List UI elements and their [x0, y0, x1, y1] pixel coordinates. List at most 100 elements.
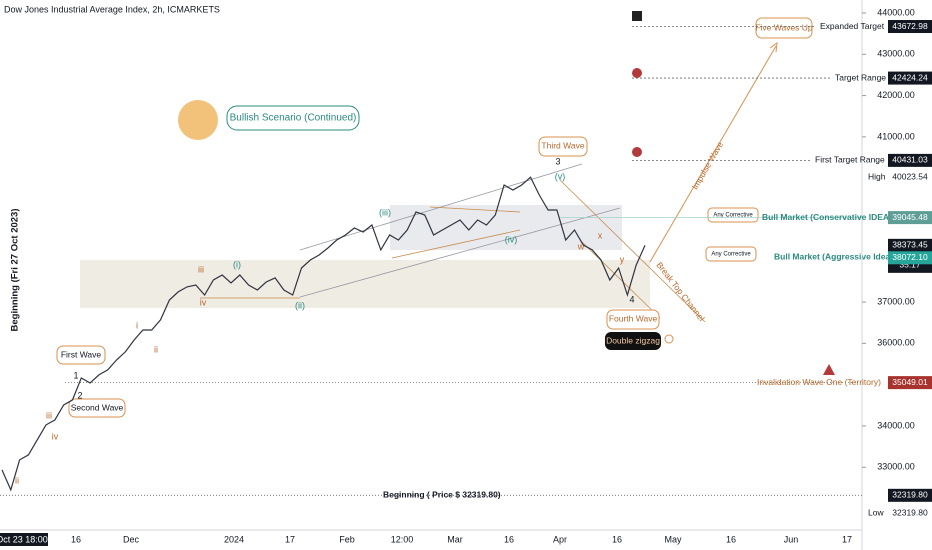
y-tick-label: 41000.00	[877, 131, 915, 141]
wave-label: (v)	[555, 171, 566, 181]
price-label: 32319.80	[892, 490, 928, 500]
wave-label: (iv)	[505, 234, 518, 244]
x-tick-label: 16	[612, 534, 622, 544]
price-label: 38072.10	[892, 252, 928, 262]
x-tick-label: Oct 23 18:00	[0, 534, 48, 544]
wave-label: y	[620, 254, 625, 264]
triangle	[200, 179, 706, 323]
x-tick-label: Dec	[123, 534, 140, 544]
y-tick-label: 43000.00	[877, 49, 915, 59]
box	[707, 207, 759, 223]
wave-label: i	[136, 320, 138, 330]
price-label: 40023.54	[892, 171, 928, 181]
fourth-wave-label: Fourth Wave	[609, 313, 658, 323]
first-wave-label: First Wave	[61, 349, 102, 359]
y-tick-label: 36000.00	[877, 338, 915, 348]
emoji	[178, 100, 218, 140]
price-label: 40431.03	[892, 155, 928, 165]
second-wave-label: Second Wave	[71, 402, 124, 412]
channel	[299, 163, 621, 298]
wave-label: 2	[77, 390, 82, 400]
x-tick-label: 2024	[224, 534, 244, 544]
price-label-box	[888, 376, 932, 390]
price-label-box	[888, 506, 932, 520]
box	[605, 332, 661, 350]
consolidation-zone	[390, 205, 622, 250]
price-label-box	[888, 170, 932, 184]
price-label-box	[888, 488, 932, 502]
price-label-box	[888, 153, 932, 167]
impulse-arrow	[649, 45, 777, 263]
corrective-label: Any Corrective	[713, 213, 753, 219]
price-label: 39045.48	[892, 212, 928, 222]
x-tick-label: May	[664, 534, 682, 544]
y-tick-label: 37000.00	[877, 296, 915, 306]
warning-icon	[823, 364, 835, 375]
box	[755, 17, 813, 39]
level-text: Bull Market (Conservative IDEA)	[762, 212, 892, 222]
countdown: 35:17	[899, 260, 921, 270]
box	[606, 309, 660, 330]
x-tick-label: 16	[726, 534, 736, 544]
wave-label: w	[577, 241, 585, 251]
y-tick-label: 33000.00	[877, 462, 915, 472]
wave-label: iii	[198, 264, 204, 274]
wave-label: 4	[629, 294, 634, 304]
x-tick-label: Mar	[447, 534, 463, 544]
price-line	[1, 176, 646, 492]
x-tick-label: 16	[504, 534, 514, 544]
eye-icon	[632, 147, 642, 157]
wave-label: ii	[154, 344, 158, 354]
y-tick-label: 34000.00	[877, 420, 915, 430]
wave-label: 3	[555, 156, 560, 166]
box	[705, 246, 757, 262]
bulb-icon	[664, 334, 674, 344]
third-wave-label: Third Wave	[541, 140, 584, 150]
price-label: 32319.80	[892, 508, 928, 518]
double-zigzag-label: Double zigzag	[606, 335, 660, 345]
wave-label: iii	[46, 410, 52, 420]
x-tick-label: Jun	[784, 534, 799, 544]
break-label: Break Top Channel	[654, 260, 706, 323]
impulse-label: Impulse Wave	[690, 140, 726, 192]
wave-label: ii	[15, 475, 19, 485]
level-text: High	[868, 171, 886, 181]
level-text: First Target Range	[815, 155, 885, 165]
price-label: 43672.98	[892, 21, 928, 31]
box	[68, 398, 126, 418]
scenario-label: Bullish Scenario (Continued)	[230, 113, 357, 124]
price-label-box	[888, 211, 932, 225]
wave-label: iv	[52, 431, 59, 441]
price-label: 38373.45	[892, 240, 928, 250]
price-label: 42424.24	[892, 72, 928, 82]
flag-icon	[632, 11, 642, 21]
range-zone	[80, 260, 650, 308]
wave-label: (i)	[233, 259, 241, 269]
box	[538, 136, 588, 157]
x-tick-label: 12:00	[391, 534, 414, 544]
corrective-label: Any Corrective	[711, 252, 751, 258]
x-tick-label: 16	[71, 534, 81, 544]
level-text: Target Range	[835, 72, 886, 82]
y-axis-label: Beginning (Fri 27 Oct 2023)	[10, 209, 21, 332]
x-tick-label: Feb	[339, 534, 355, 544]
wave-label: (iii)	[379, 207, 391, 217]
time-label-box	[0, 533, 48, 546]
x-tick-label: Apr	[553, 534, 567, 544]
aggressive-label: Bull Market (Aggressive Idea)	[774, 251, 893, 261]
box	[56, 345, 106, 365]
level-text: Low	[868, 508, 884, 518]
wave-label: x	[598, 230, 603, 240]
y-tick-label: 42000.00	[877, 90, 915, 100]
x-tick-label: 17	[285, 534, 295, 544]
price-label: 35049.01	[892, 377, 928, 387]
arrow-head	[769, 41, 778, 53]
chart-title: Dow Jones Industrial Average Index, 2h, …	[4, 4, 220, 14]
y-tick-label: 44000.00	[877, 7, 915, 17]
wave-label: 1	[73, 370, 78, 380]
five-waves-label: Five Waves Up	[755, 22, 813, 32]
wave-label: (ii)	[295, 300, 305, 310]
scenario-box	[226, 105, 360, 131]
level-text: Invalidation Wave One (Territory)	[757, 377, 881, 387]
